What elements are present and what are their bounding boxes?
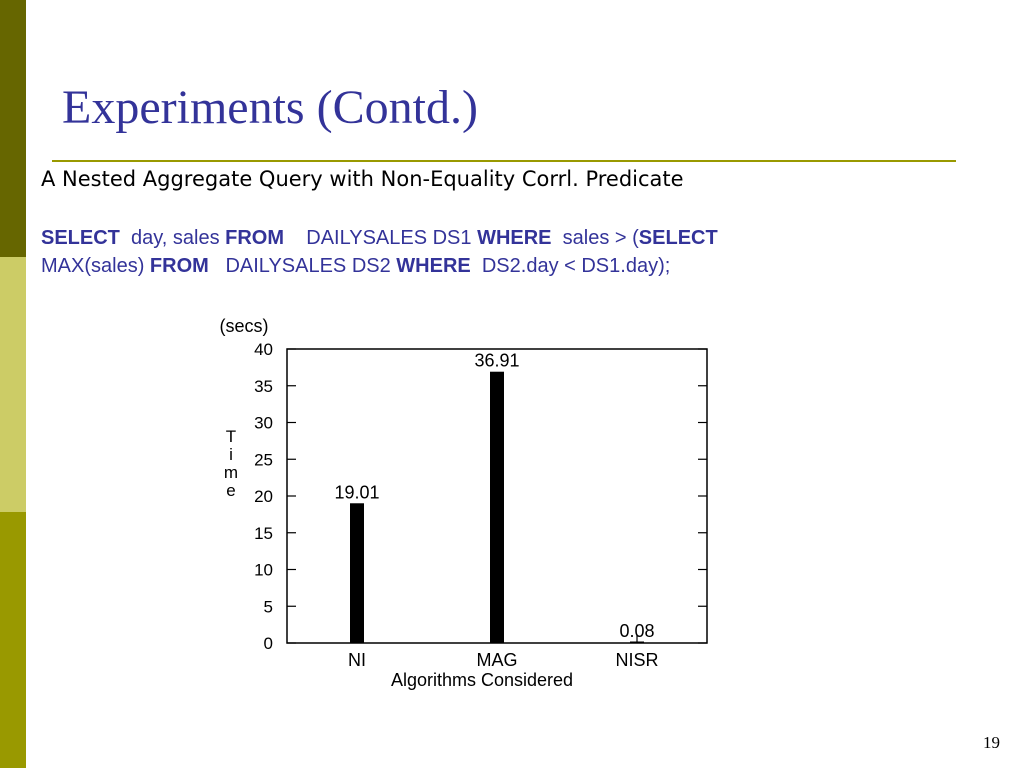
sql-keyword: WHERE (396, 255, 471, 277)
y-tick-label: 10 (254, 561, 273, 580)
y-tick-label: 5 (264, 597, 273, 616)
y-tick-label: 30 (254, 414, 273, 433)
sidebar-segment-middle (0, 257, 26, 512)
y-tick-label: 40 (254, 340, 273, 359)
y-unit-label: (secs) (220, 316, 269, 336)
sidebar-segment-top (0, 0, 26, 257)
sql-keyword: WHERE (477, 227, 552, 249)
sidebar-stripe (0, 0, 26, 768)
sql-line-2: MAX(sales) FROM DAILYSALES DS2 WHERE DS2… (41, 252, 941, 280)
x-tick-label: NISR (615, 650, 658, 670)
sql-query: SELECT day, sales FROM DAILYSALES DS1 WH… (41, 224, 941, 280)
page-number: 19 (983, 733, 1000, 752)
sql-text: sales > ( (551, 227, 639, 249)
data-label: 36.91 (474, 351, 519, 371)
slide-title: Experiments (Contd.) (62, 81, 478, 134)
data-label: 0.08 (619, 621, 654, 641)
y-tick-label: 35 (254, 377, 273, 396)
y-tick-label: 25 (254, 450, 273, 469)
x-tick-label: MAG (476, 650, 517, 670)
sql-keyword: FROM (149, 255, 209, 277)
sql-text: day, sales (119, 227, 226, 249)
sql-keyword: SELECT (638, 227, 718, 249)
sql-line-1: SELECT day, sales FROM DAILYSALES DS1 WH… (41, 224, 941, 252)
data-label: 19.01 (334, 482, 379, 502)
sql-keyword: FROM (225, 227, 285, 249)
bar-chart: 0 5 10 15 20 25 30 35 40 (secs) T i m e 19.01 NI 36.91 MA… (220, 316, 708, 690)
sql-text: DAILYSALES DS1 (284, 227, 478, 249)
y-tick-label: 0 (264, 634, 273, 653)
title-divider (52, 160, 956, 162)
x-tick-label: NI (348, 650, 366, 670)
y-tick-label: 15 (254, 524, 273, 543)
sql-text: MAX(sales) (41, 255, 150, 277)
y-tick-label: 20 (254, 487, 273, 506)
sidebar-segment-bottom (0, 512, 26, 768)
sql-keyword: SELECT (41, 227, 120, 249)
bar-ni (350, 503, 364, 643)
sql-text: DS2.day < DS1.day); (470, 255, 671, 277)
slide-subtitle: A Nested Aggregate Query with Non-Equali… (41, 167, 684, 191)
bar-mag (490, 371, 504, 643)
x-axis-label: Algorithms Considered (391, 670, 573, 690)
sql-text: DAILYSALES DS2 (208, 255, 397, 277)
